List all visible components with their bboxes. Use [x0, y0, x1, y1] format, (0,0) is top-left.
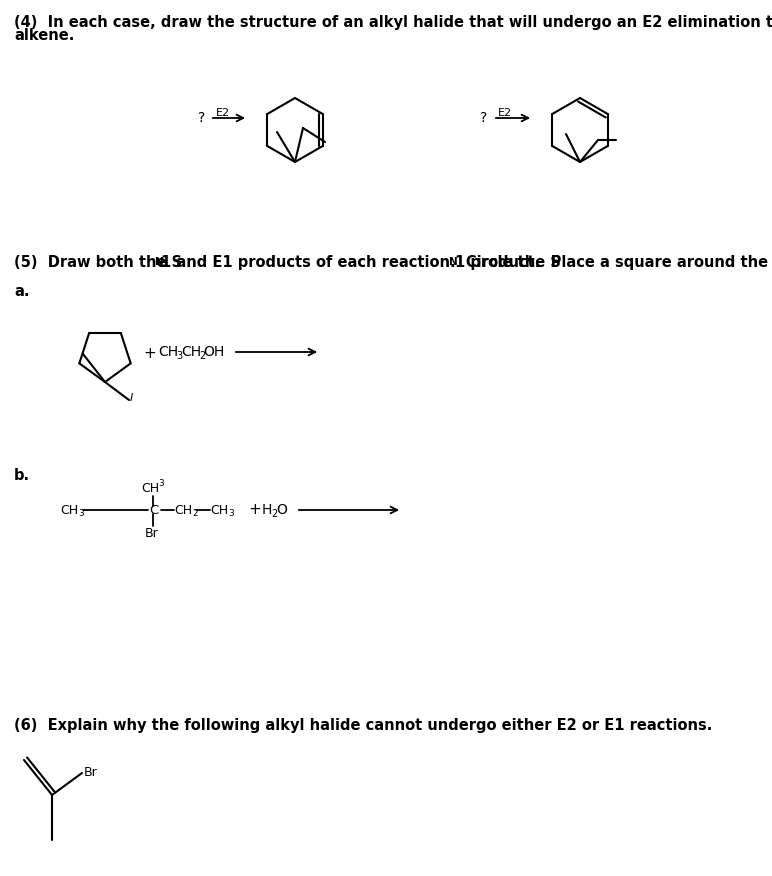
Text: CH: CH — [174, 504, 192, 517]
Text: 2: 2 — [192, 510, 198, 519]
Text: 1 product.  Place a square around the E1 product.: 1 product. Place a square around the E1 … — [455, 255, 772, 270]
Text: Br: Br — [145, 527, 159, 540]
Text: 3: 3 — [176, 351, 182, 361]
Text: 3: 3 — [78, 510, 83, 519]
Text: a.: a. — [14, 284, 29, 299]
Text: O: O — [276, 503, 287, 517]
Text: Br: Br — [84, 766, 98, 780]
Text: CH: CH — [210, 504, 228, 517]
Text: 3: 3 — [158, 479, 164, 489]
Text: C: C — [149, 504, 158, 517]
Text: +: + — [248, 503, 261, 518]
Text: alkene.: alkene. — [14, 28, 74, 43]
Text: H: H — [262, 503, 273, 517]
Text: b.: b. — [14, 468, 30, 483]
Text: 2: 2 — [199, 351, 205, 361]
Text: N: N — [155, 257, 164, 267]
Text: 2: 2 — [271, 509, 277, 519]
Text: (5)  Draw both the S: (5) Draw both the S — [14, 255, 182, 270]
Text: E2: E2 — [498, 108, 512, 118]
Text: I: I — [130, 393, 134, 403]
Text: (6)  Explain why the following alkyl halide cannot undergo either E2 or E1 react: (6) Explain why the following alkyl hali… — [14, 718, 713, 733]
Text: ?: ? — [198, 111, 205, 125]
Text: (4)  In each case, draw the structure of an alkyl halide that will undergo an E2: (4) In each case, draw the structure of … — [14, 15, 772, 30]
Text: CH: CH — [158, 345, 178, 359]
Text: E2: E2 — [216, 108, 230, 118]
Text: 1 and E1 products of each reaction.  Circle the S: 1 and E1 products of each reaction. Circ… — [161, 255, 561, 270]
Text: 3: 3 — [228, 510, 234, 519]
Text: N: N — [449, 257, 458, 267]
Text: +: + — [143, 345, 156, 361]
Text: CH: CH — [141, 482, 159, 494]
Text: CH: CH — [181, 345, 201, 359]
Text: CH: CH — [60, 504, 78, 517]
Text: ?: ? — [480, 111, 488, 125]
Text: OH: OH — [203, 345, 224, 359]
